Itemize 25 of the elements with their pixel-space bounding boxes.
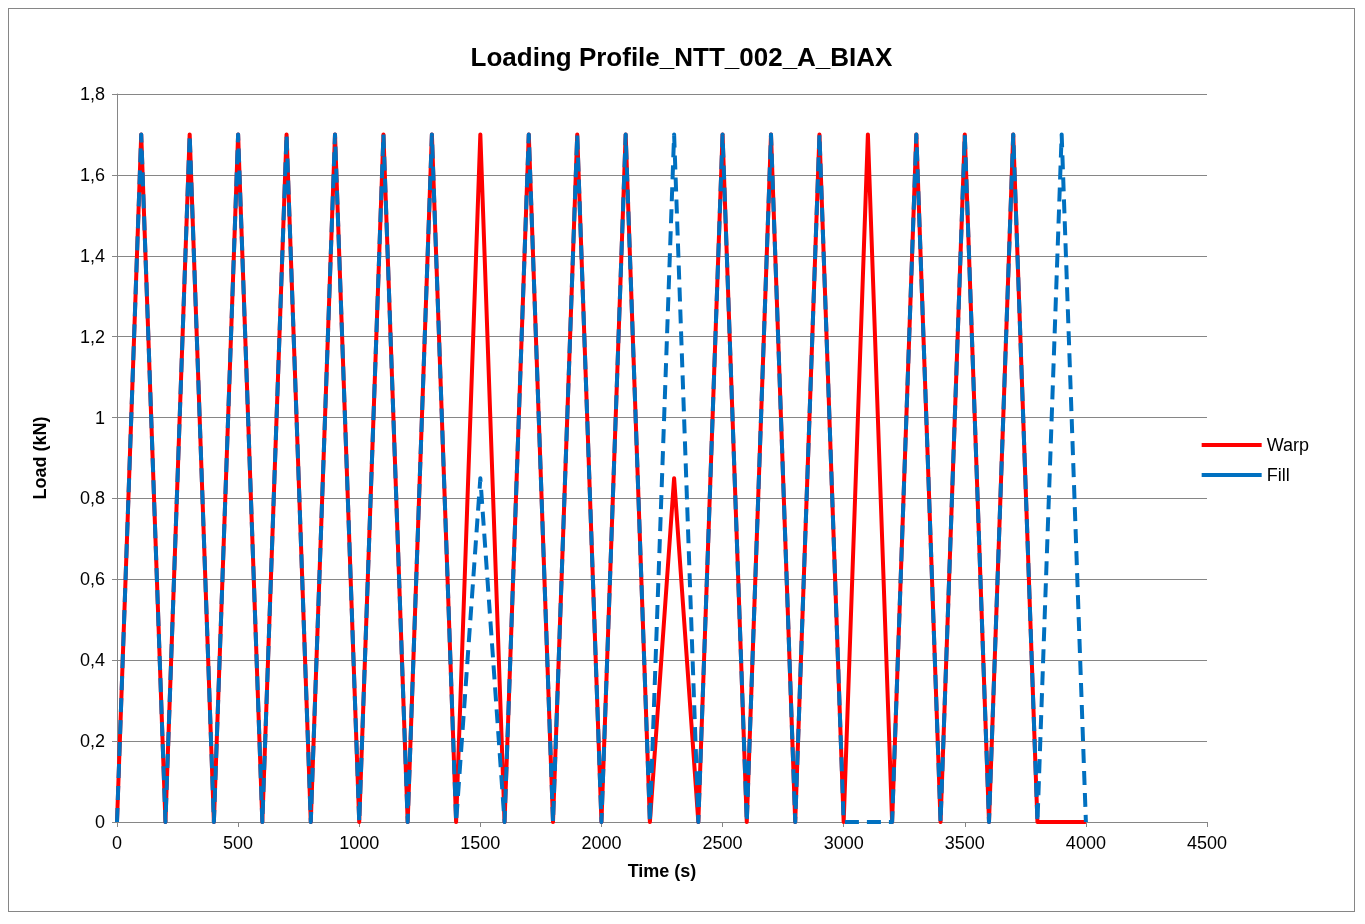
x-axis-title: Time (s) — [627, 861, 697, 881]
y-tick-label: 0,6 — [79, 569, 105, 590]
x-tick-label: 0 — [111, 833, 123, 853]
y-tick-label: 1 — [94, 407, 105, 428]
x-tick-label: 3500 — [944, 833, 985, 853]
x-tick-label: 1500 — [460, 833, 501, 853]
x-tick-label: 2500 — [702, 833, 743, 853]
y-tick-label: 0,2 — [79, 731, 105, 752]
y-tick-label: 1,6 — [79, 164, 105, 185]
x-tick-label: 4000 — [1065, 833, 1106, 853]
y-tick-label: 1,8 — [79, 84, 105, 104]
y-axis-title: Load (kN) — [30, 416, 50, 500]
legend-label: Fill — [1266, 465, 1290, 485]
y-tick-label: 1,2 — [79, 326, 105, 347]
y-tick-label: 1,4 — [79, 245, 105, 266]
y-tick-label: 0,8 — [79, 488, 105, 509]
y-tick-label: 0 — [94, 812, 105, 832]
x-tick-label: 1000 — [339, 833, 380, 853]
x-tick-label: 500 — [223, 833, 254, 853]
x-tick-label: 3000 — [823, 833, 864, 853]
y-tick-label: 0,4 — [79, 650, 105, 671]
chart-title: Loading Profile_NTT_002_A_BIAX — [470, 42, 894, 72]
x-tick-label: 2000 — [581, 833, 622, 853]
legend-label: Warp — [1266, 435, 1310, 455]
x-tick-label: 4500 — [1186, 833, 1228, 853]
